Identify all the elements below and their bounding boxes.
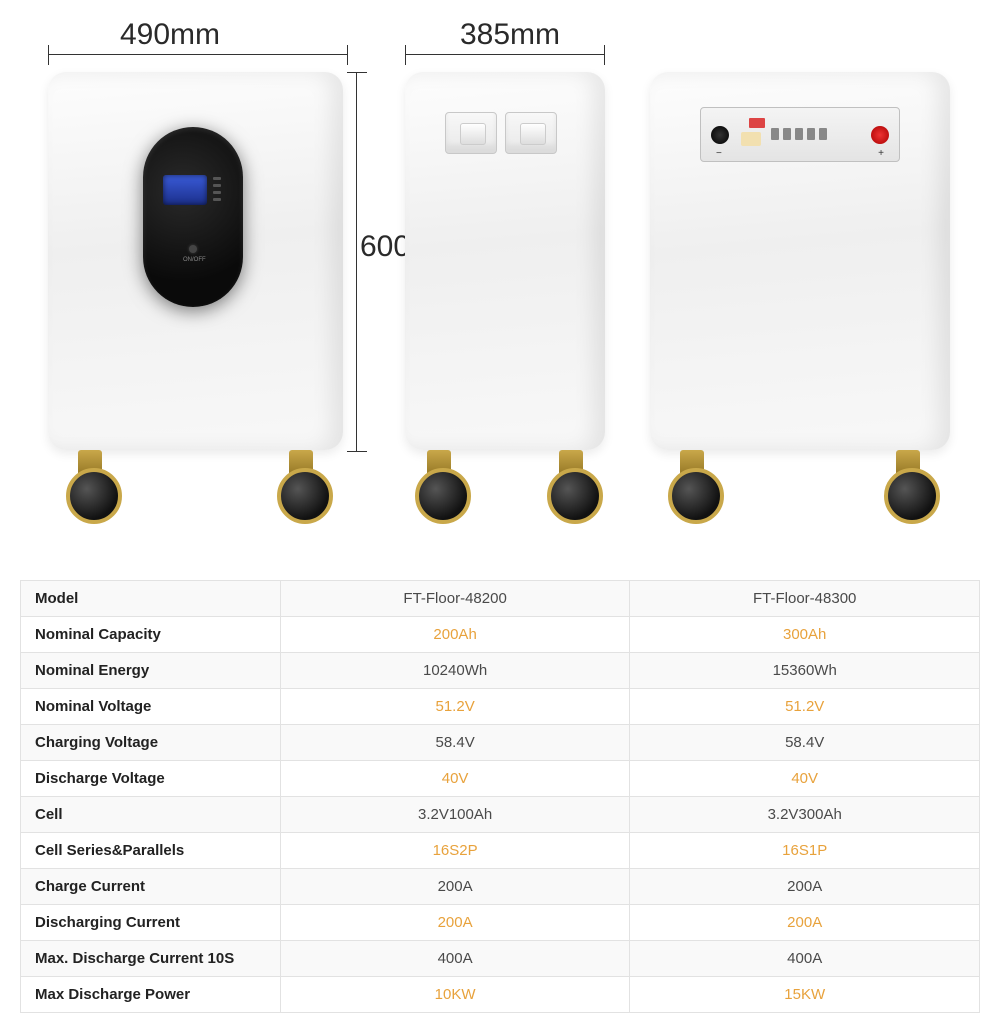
spec-table: ModelFT-Floor-48200FT-Floor-48300Nominal… xyxy=(20,580,980,1013)
product-back-view: − + xyxy=(650,72,950,450)
spec-label: Max Discharge Power xyxy=(21,977,281,1013)
spec-value: 16S1P xyxy=(630,833,980,869)
table-row: Max. Discharge Current 10S400A400A xyxy=(21,941,980,977)
table-row: Discharging Current200A200A xyxy=(21,905,980,941)
terminal-plate: − + xyxy=(700,107,900,162)
spec-value: 200A xyxy=(280,905,630,941)
caster-wheel-icon xyxy=(880,450,936,524)
plus-label: + xyxy=(878,148,884,159)
breaker-panel xyxy=(445,112,565,158)
table-row: Discharge Voltage40V40V xyxy=(21,761,980,797)
spec-value: 40V xyxy=(630,761,980,797)
spec-value: 400A xyxy=(630,941,980,977)
spec-value: 200A xyxy=(280,869,630,905)
positive-terminal-icon xyxy=(871,126,889,144)
spec-value: 3.2V100Ah xyxy=(280,797,630,833)
caster-wheel-icon xyxy=(411,450,467,524)
spec-value: 40V xyxy=(280,761,630,797)
spec-label: Max. Discharge Current 10S xyxy=(21,941,281,977)
spec-label: Model xyxy=(21,581,281,617)
spec-value: 300Ah xyxy=(630,617,980,653)
status-leds xyxy=(213,177,221,205)
dimension-width-label: 490mm xyxy=(120,18,220,52)
spec-value: 400A xyxy=(280,941,630,977)
table-row: Cell3.2V100Ah3.2V300Ah xyxy=(21,797,980,833)
spec-table-body: ModelFT-Floor-48200FT-Floor-48300Nominal… xyxy=(21,581,980,1013)
product-side-view xyxy=(405,72,605,450)
lcd-screen xyxy=(163,175,207,205)
data-ports xyxy=(771,128,827,140)
table-row: ModelFT-Floor-48200FT-Floor-48300 xyxy=(21,581,980,617)
negative-terminal-icon xyxy=(711,126,729,144)
spec-label: Charge Current xyxy=(21,869,281,905)
minus-label: − xyxy=(716,148,722,159)
caster-wheel-icon xyxy=(62,450,118,524)
table-row: Charging Voltage58.4V58.4V xyxy=(21,725,980,761)
spec-value: 58.4V xyxy=(280,725,630,761)
caster-wheel-icon xyxy=(543,450,599,524)
spec-label: Discharging Current xyxy=(21,905,281,941)
spec-value: 200A xyxy=(630,869,980,905)
spec-value: 15KW xyxy=(630,977,980,1013)
table-row: Charge Current200A200A xyxy=(21,869,980,905)
spec-value: FT-Floor-48300 xyxy=(630,581,980,617)
spec-value: 51.2V xyxy=(280,689,630,725)
caster-wheel-icon xyxy=(273,450,329,524)
spec-value: 10240Wh xyxy=(280,653,630,689)
dimension-width-bar xyxy=(48,54,348,55)
spec-value: 15360Wh xyxy=(630,653,980,689)
spec-value: 51.2V xyxy=(630,689,980,725)
power-button-label: ON/OFF xyxy=(183,257,206,263)
spec-label: Discharge Voltage xyxy=(21,761,281,797)
spec-label: Nominal Voltage xyxy=(21,689,281,725)
spec-value: 10KW xyxy=(280,977,630,1013)
spec-label: Nominal Energy xyxy=(21,653,281,689)
breaker-switch-icon xyxy=(505,112,557,154)
table-row: Nominal Voltage51.2V51.2V xyxy=(21,689,980,725)
dimension-depth-label: 385mm xyxy=(460,18,560,52)
spec-label: Cell Series&Parallels xyxy=(21,833,281,869)
product-front-view: ON/OFF xyxy=(48,72,343,450)
table-row: Max Discharge Power10KW15KW xyxy=(21,977,980,1013)
product-diagram: 490mm 385mm 600mm ON/OFF − xyxy=(0,0,1000,560)
spec-label: Nominal Capacity xyxy=(21,617,281,653)
spec-value: 3.2V300Ah xyxy=(630,797,980,833)
spec-value: 58.4V xyxy=(630,725,980,761)
display-panel: ON/OFF xyxy=(143,127,243,307)
power-button-icon xyxy=(189,245,197,253)
spec-value: 16S2P xyxy=(280,833,630,869)
breaker-switch-icon xyxy=(445,112,497,154)
spec-label: Charging Voltage xyxy=(21,725,281,761)
indicator-icon xyxy=(749,118,765,128)
comm-port-icon xyxy=(741,132,761,146)
table-row: Nominal Energy10240Wh15360Wh xyxy=(21,653,980,689)
dimension-depth-bar xyxy=(405,54,605,55)
spec-value: 200Ah xyxy=(280,617,630,653)
dimension-height-bar xyxy=(356,72,357,452)
table-row: Nominal Capacity200Ah300Ah xyxy=(21,617,980,653)
spec-label: Cell xyxy=(21,797,281,833)
caster-wheel-icon xyxy=(664,450,720,524)
spec-value: FT-Floor-48200 xyxy=(280,581,630,617)
spec-value: 200A xyxy=(630,905,980,941)
table-row: Cell Series&Parallels16S2P16S1P xyxy=(21,833,980,869)
